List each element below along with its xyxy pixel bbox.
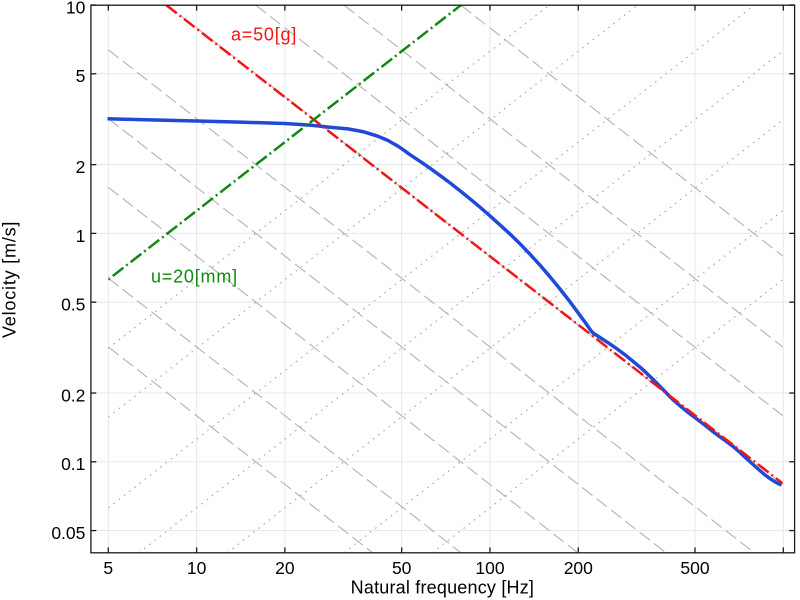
- svg-text:a=50[g]: a=50[g]: [231, 25, 297, 45]
- svg-text:100: 100: [475, 558, 504, 578]
- svg-text:0.05: 0.05: [51, 523, 85, 543]
- svg-text:0.5: 0.5: [61, 295, 85, 315]
- svg-text:u=20[mm]: u=20[mm]: [151, 267, 238, 287]
- svg-text:5: 5: [76, 66, 86, 86]
- svg-text:0.1: 0.1: [61, 454, 85, 474]
- svg-text:5: 5: [103, 558, 113, 578]
- svg-text:10: 10: [66, 0, 86, 17]
- svg-text:1: 1: [76, 226, 86, 246]
- svg-text:10: 10: [187, 558, 207, 578]
- svg-text:50: 50: [392, 558, 412, 578]
- svg-text:20: 20: [275, 558, 295, 578]
- svg-text:200: 200: [564, 558, 593, 578]
- svg-text:500: 500: [680, 558, 709, 578]
- svg-text:Velocity [m/s]: Velocity [m/s]: [0, 221, 19, 338]
- svg-text:0.2: 0.2: [61, 385, 85, 405]
- svg-text:2: 2: [76, 157, 86, 177]
- svg-text:Natural frequency [Hz]: Natural frequency [Hz]: [351, 577, 534, 597]
